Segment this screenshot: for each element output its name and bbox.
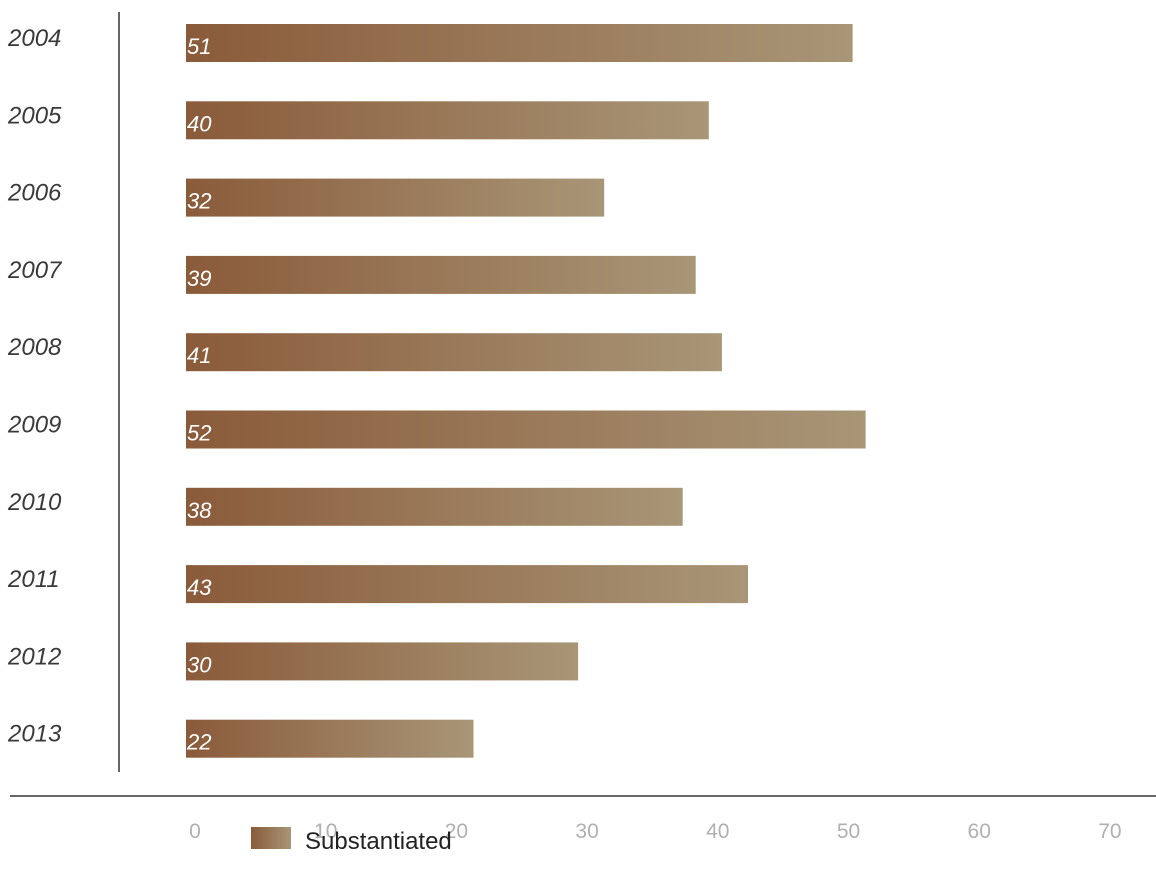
x-tick-label-30: 30: [575, 820, 598, 843]
value-label-2013: 22: [186, 730, 211, 755]
value-label-2012: 30: [187, 652, 212, 677]
x-tick-label-20: 20: [445, 820, 468, 843]
bar-2008: [186, 333, 722, 372]
bar-2007: [186, 255, 696, 294]
bar-2004: [186, 24, 853, 62]
bar-2009: [186, 410, 866, 449]
category-label-2007: 2007: [7, 257, 63, 284]
bars-group: [186, 24, 866, 758]
legend-swatch: [251, 827, 291, 849]
category-label-2013: 2013: [7, 721, 62, 748]
bar-2005: [186, 101, 709, 140]
value-label-2010: 38: [187, 498, 212, 523]
bar-2012: [186, 642, 579, 681]
value-label-2006: 32: [187, 189, 211, 214]
bar-2013: [186, 719, 474, 758]
bar-2011: [186, 565, 748, 604]
bar-2006: [186, 178, 605, 217]
category-label-2010: 2010: [7, 489, 62, 516]
category-label-2005: 2005: [7, 102, 62, 129]
x-tick-label-60: 60: [968, 820, 991, 843]
value-label-2004: 51: [187, 34, 211, 59]
x-tick-labels: 0 10 20 30 40 50 60 70: [189, 820, 1121, 843]
value-label-2008: 41: [187, 343, 211, 368]
value-labels: 51 40 32 39 41 52 38 43 30 22: [186, 34, 212, 755]
category-label-2008: 2008: [7, 334, 62, 361]
x-tick-label-50: 50: [837, 820, 860, 843]
x-tick-label-0: 0: [189, 820, 201, 843]
category-label-2009: 2009: [7, 412, 61, 439]
category-label-2011: 2011: [7, 566, 60, 593]
x-tick-label-70: 70: [1098, 820, 1121, 843]
category-label-2006: 2006: [7, 180, 62, 207]
bar-2010: [186, 487, 683, 526]
value-label-2011: 43: [187, 575, 212, 600]
x-tick-label-40: 40: [706, 820, 729, 843]
value-label-2009: 52: [187, 421, 211, 446]
category-labels: 2004 2005 2006 2007 2008 2009 2010 2011 2012 2013: [7, 25, 63, 748]
legend-label-substantiated: Substantiated: [305, 828, 452, 855]
value-label-2005: 40: [187, 111, 212, 136]
category-label-2004: 2004: [7, 25, 61, 52]
legend: Substantiated: [251, 827, 452, 855]
category-label-2012: 2012: [7, 643, 61, 670]
x-tick-label-10: 10: [314, 820, 337, 843]
value-label-2007: 39: [187, 266, 211, 291]
